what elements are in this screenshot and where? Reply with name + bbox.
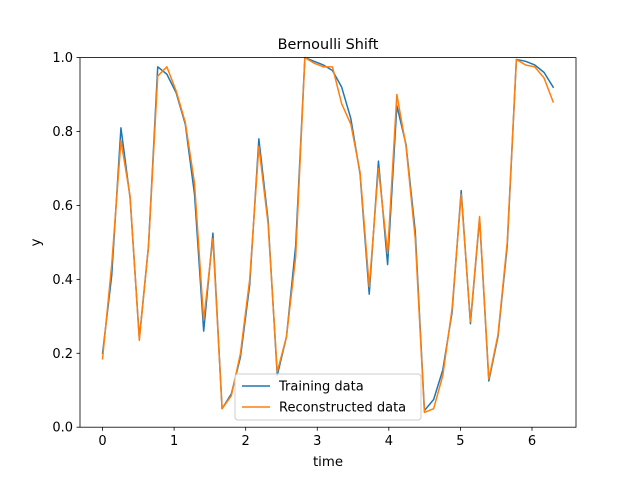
legend: Training data Reconstructed data [234, 373, 422, 421]
y-tick-label: 0.2 [52, 347, 73, 362]
legend-frame [234, 373, 422, 421]
y-tick-label: 0.8 [52, 125, 73, 140]
x-tick-label: 0 [98, 434, 106, 449]
x-tick-label: 2 [242, 434, 250, 449]
x-axis-label: time [313, 455, 343, 470]
series-layer [101, 56, 555, 414]
y-tick-label: 0.4 [52, 273, 73, 288]
x-tick-label: 4 [385, 434, 393, 449]
y-tick-label: 1.0 [52, 51, 73, 66]
x-tick-label: 6 [528, 434, 536, 449]
chart-title: Bernoulli Shift [278, 37, 379, 53]
series-line-reconstructed-data [101, 56, 555, 414]
x-tick-label: 5 [456, 434, 464, 449]
axes-frame [79, 57, 577, 428]
x-axis-ticks: 0 1 2 3 4 5 6 [98, 427, 536, 449]
y-axis-label: y [29, 238, 44, 246]
plot-area [80, 57, 576, 428]
y-tick-label: 0.6 [52, 199, 73, 214]
x-tick-label: 1 [170, 434, 178, 449]
legend-label-reconstructed-data: Reconstructed data [279, 401, 406, 416]
y-axis-ticks: 0.0 0.2 0.4 0.6 0.8 1.0 [52, 51, 80, 436]
y-tick-label: 0.0 [52, 421, 73, 436]
legend-label-training-data: Training data [278, 380, 364, 395]
x-tick-label: 3 [313, 434, 321, 449]
